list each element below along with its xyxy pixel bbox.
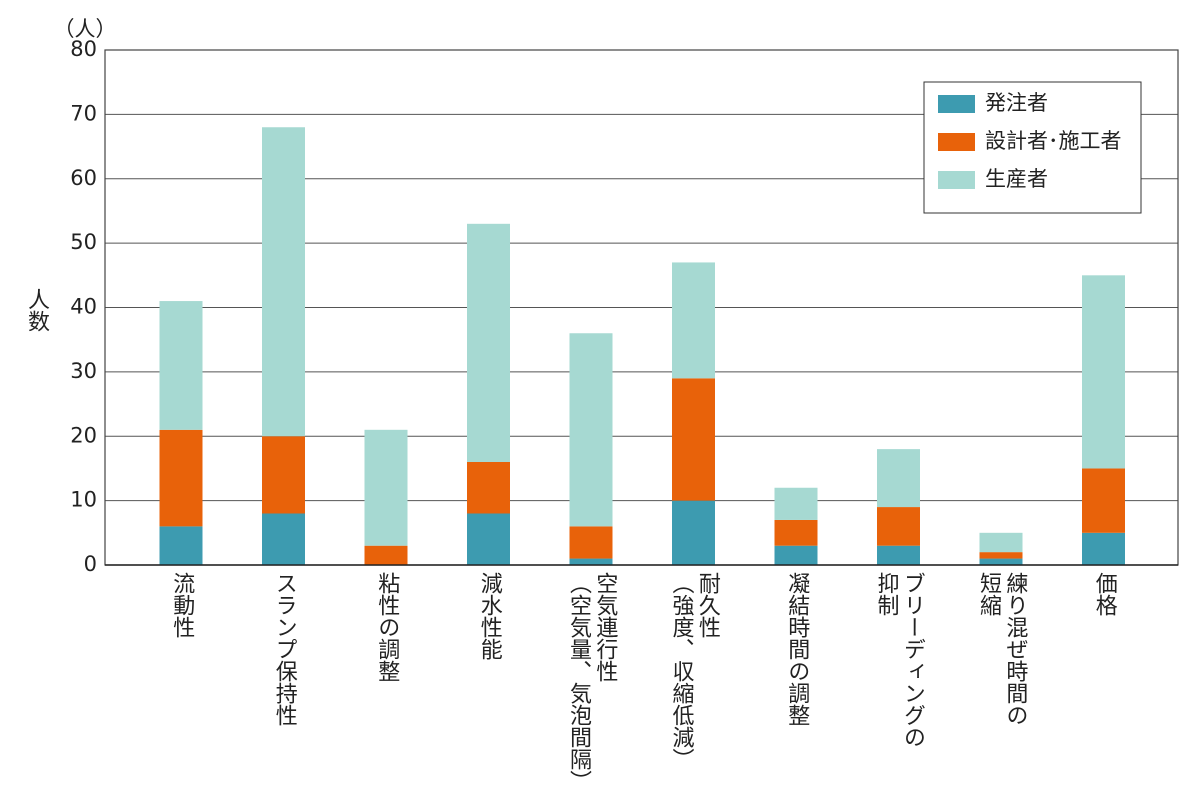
bar-segment [877,507,920,546]
bar-segment [364,429,408,546]
x-tick-label: スランプ保持性 [271,572,297,726]
bar-segment [672,378,715,501]
x-tick-label: 練り混ぜ時間の 短縮 [976,572,1028,726]
bar-segment [159,301,203,430]
bar-segment [159,429,203,527]
y-tick-label: 50 [70,230,97,254]
bar-segment [774,487,818,520]
y-tick-label: 40 [70,295,97,319]
bar-segment [979,558,1023,565]
bar-segment [774,545,818,565]
x-tick-label: 粘性の調整 [374,572,400,682]
legend-swatch [938,95,975,113]
y-unit: （人） [54,17,117,41]
bar-segment [569,333,613,527]
bar-segment [877,449,920,508]
bar-segment [1082,532,1125,565]
x-tick-label: 凝結時間の調整 [784,572,810,726]
bar-segment [672,500,715,565]
bar-segment [467,513,510,565]
y-tick-label: 60 [70,166,97,190]
bar-segment [569,526,613,559]
legend-swatch [938,171,975,189]
bar-segment [979,552,1023,559]
legend-swatch [938,133,975,151]
bar-segment [467,223,510,462]
y-tick-label: 80 [70,37,97,61]
bar-segment [979,532,1023,553]
bar-segment [877,545,920,565]
bar-segment [364,545,408,565]
x-tick-label: 空気連行性 （空気量、気泡間隔） [566,572,618,792]
x-tick-label: 減水性能 [476,572,502,660]
bar-segment [672,262,715,379]
x-tick-label: ブリーディングの 抑制 [873,572,925,748]
bar-segment [467,462,510,514]
y-tick-label: 20 [70,423,97,447]
bar-segment [569,558,613,565]
bar-segment [262,127,305,437]
bar-segment [262,513,305,565]
x-tick-label: 耐久性 （強度、収縮低減） [668,572,720,770]
x-tick-label: 価格 [1091,572,1117,616]
x-tick-label: 流動性 [169,572,195,638]
y-tick-label: 30 [70,359,97,383]
bar-segment [262,436,305,514]
bar-segment [1082,468,1125,533]
legend-label: 生産者 [985,167,1048,191]
y-tick-label: 10 [70,488,97,512]
bar-segment [774,519,818,546]
y-axis-label: 人数 [24,288,49,332]
y-tick-label: 70 [70,101,97,125]
bar-segment [159,526,203,565]
y-tick-label: 0 [84,552,97,576]
bar-segment [1082,275,1125,469]
legend-label: 発注者 [985,91,1048,115]
legend-label: 設計者･施工者 [985,129,1122,153]
